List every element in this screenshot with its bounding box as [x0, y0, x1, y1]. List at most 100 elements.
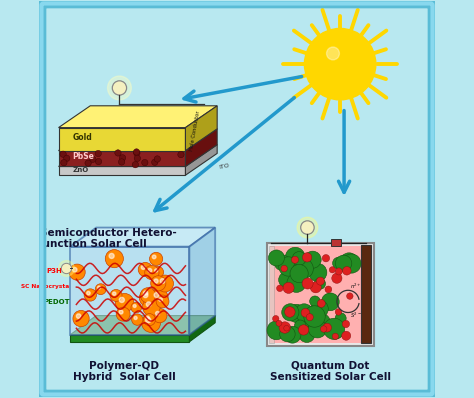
Circle shape — [155, 269, 158, 272]
Circle shape — [146, 316, 149, 320]
Circle shape — [110, 289, 122, 301]
Circle shape — [293, 259, 313, 279]
Circle shape — [280, 326, 295, 342]
Polygon shape — [71, 316, 215, 335]
Circle shape — [115, 150, 121, 156]
Circle shape — [284, 326, 301, 343]
Circle shape — [69, 264, 85, 280]
Circle shape — [295, 304, 313, 322]
Circle shape — [146, 318, 151, 323]
Circle shape — [143, 293, 148, 298]
Circle shape — [154, 156, 161, 162]
Circle shape — [152, 159, 158, 166]
Text: Polymer-QD
Hybrid  Solar Cell: Polymer-QD Hybrid Solar Cell — [73, 361, 175, 382]
Circle shape — [310, 313, 331, 334]
Circle shape — [302, 278, 313, 289]
Circle shape — [143, 298, 160, 316]
Circle shape — [314, 278, 326, 289]
Circle shape — [60, 151, 66, 157]
Circle shape — [311, 300, 328, 318]
Circle shape — [134, 316, 137, 320]
Circle shape — [327, 47, 339, 60]
Circle shape — [64, 155, 70, 162]
Circle shape — [277, 285, 283, 292]
Circle shape — [294, 320, 306, 332]
Polygon shape — [71, 247, 190, 335]
Circle shape — [343, 267, 351, 275]
Circle shape — [132, 162, 138, 168]
Circle shape — [340, 253, 358, 271]
Circle shape — [299, 325, 309, 335]
Circle shape — [302, 253, 312, 262]
Circle shape — [284, 307, 295, 317]
Circle shape — [116, 307, 130, 321]
Polygon shape — [185, 129, 217, 166]
Polygon shape — [71, 228, 215, 247]
Circle shape — [321, 293, 339, 311]
Text: Quantum Dot
Sensitized Solar Cell: Quantum Dot Sensitized Solar Cell — [270, 361, 391, 382]
Circle shape — [134, 155, 140, 162]
Circle shape — [284, 325, 290, 331]
Polygon shape — [58, 166, 185, 175]
FancyBboxPatch shape — [269, 246, 274, 343]
Circle shape — [134, 150, 140, 156]
Circle shape — [329, 267, 336, 273]
Polygon shape — [190, 316, 215, 342]
Circle shape — [306, 314, 313, 321]
Circle shape — [335, 309, 342, 315]
FancyBboxPatch shape — [331, 239, 341, 246]
Circle shape — [342, 254, 361, 273]
Circle shape — [310, 282, 321, 293]
Circle shape — [279, 257, 298, 276]
Circle shape — [342, 331, 351, 340]
Circle shape — [150, 289, 168, 306]
Circle shape — [304, 251, 321, 268]
Polygon shape — [58, 128, 185, 150]
Circle shape — [156, 275, 173, 292]
Circle shape — [139, 289, 157, 306]
Circle shape — [144, 314, 155, 326]
Text: ZnO: ZnO — [73, 167, 89, 173]
Circle shape — [285, 247, 305, 267]
Circle shape — [287, 304, 306, 322]
Circle shape — [154, 293, 159, 297]
Polygon shape — [58, 144, 217, 166]
Circle shape — [119, 155, 126, 161]
Text: Semiconductor Hetero-
junction Solar Cell: Semiconductor Hetero- junction Solar Cel… — [40, 228, 176, 250]
Circle shape — [140, 288, 155, 303]
Circle shape — [58, 261, 74, 277]
Circle shape — [61, 263, 72, 274]
Text: SC Nanocrysta: SC Nanocrysta — [21, 285, 70, 289]
Circle shape — [155, 311, 160, 316]
Circle shape — [279, 322, 291, 333]
Circle shape — [156, 295, 169, 308]
Circle shape — [299, 326, 315, 342]
Polygon shape — [58, 106, 217, 128]
Circle shape — [325, 286, 332, 293]
Circle shape — [119, 310, 123, 314]
Circle shape — [61, 160, 67, 166]
Circle shape — [160, 279, 165, 283]
FancyBboxPatch shape — [361, 245, 372, 343]
Circle shape — [322, 255, 329, 262]
Circle shape — [150, 252, 163, 265]
Circle shape — [273, 316, 279, 322]
Circle shape — [316, 277, 324, 285]
Circle shape — [152, 267, 164, 278]
Circle shape — [304, 308, 319, 323]
Circle shape — [105, 250, 123, 268]
Circle shape — [310, 296, 320, 306]
Circle shape — [346, 293, 353, 299]
Text: PEDOT: PEDOT — [43, 299, 70, 305]
Circle shape — [95, 284, 106, 295]
Circle shape — [342, 320, 350, 328]
Circle shape — [324, 318, 345, 339]
Text: Hole Conductor: Hole Conductor — [189, 111, 201, 152]
Circle shape — [300, 264, 312, 276]
Circle shape — [301, 221, 314, 234]
Text: $n^{2+}$: $n^{2+}$ — [350, 281, 362, 291]
Circle shape — [297, 217, 318, 238]
Circle shape — [98, 286, 100, 289]
Circle shape — [268, 250, 284, 266]
Circle shape — [333, 257, 345, 269]
